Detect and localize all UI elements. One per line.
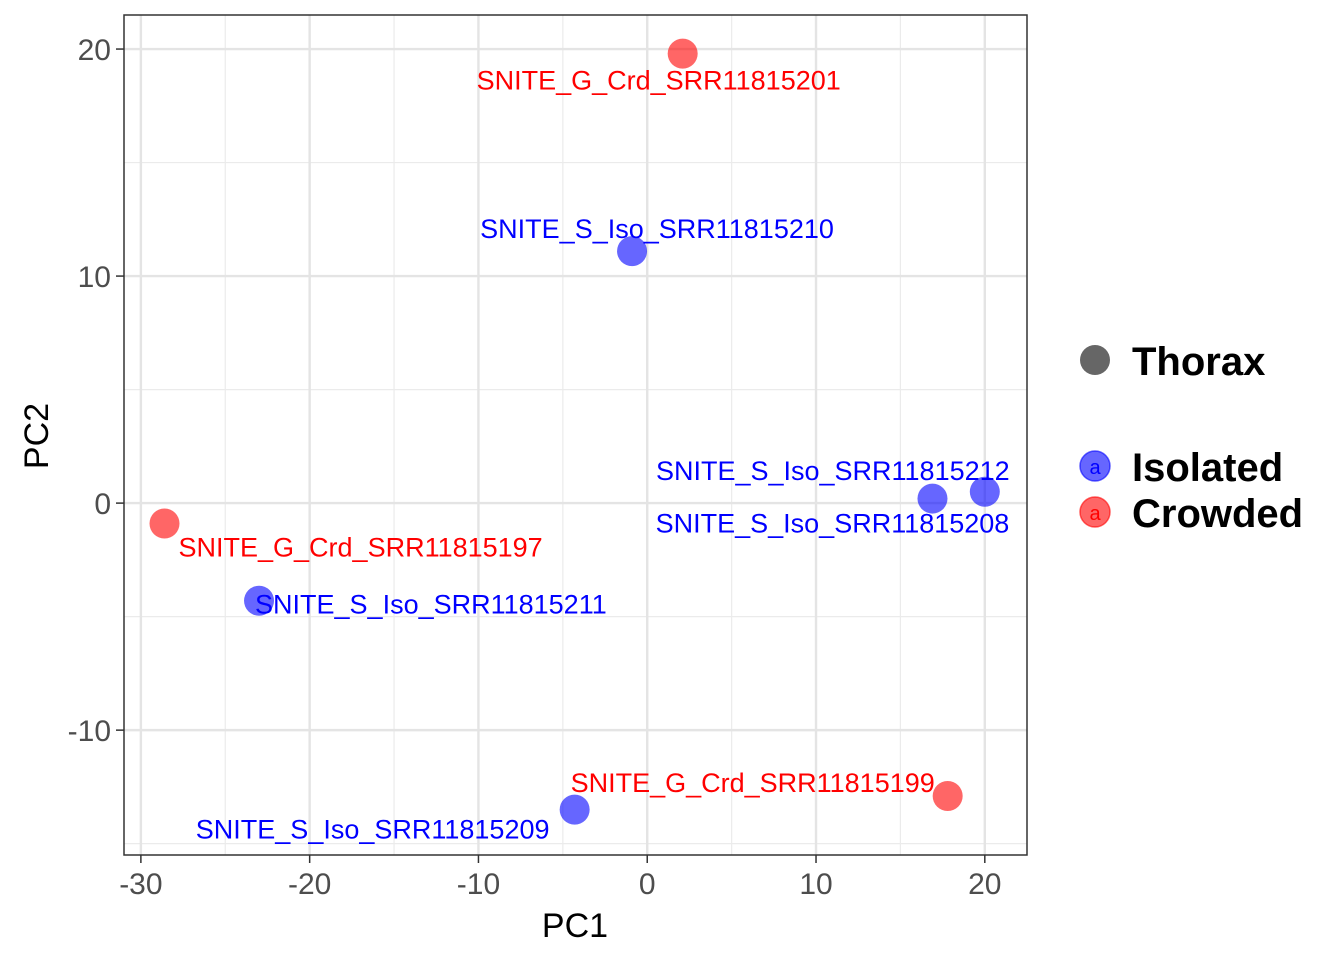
data-point-isolated <box>559 794 590 825</box>
data-point-crowded <box>932 780 963 811</box>
y-tick-label: -10 <box>68 715 111 748</box>
data-point-isolated <box>617 236 648 267</box>
data-point-isolated <box>917 483 948 514</box>
grid-lines <box>124 15 1027 855</box>
point-label: SNITE_S_Iso_SRR11815211 <box>255 590 607 620</box>
point-label: SNITE_S_Iso_SRR11815212 <box>656 456 1010 486</box>
y-tick-label: 10 <box>78 261 111 294</box>
legend-shape-key <box>1080 345 1110 375</box>
point-label: SNITE_S_Iso_SRR11815208 <box>656 509 1010 539</box>
x-tick-label: 0 <box>639 868 656 901</box>
x-tick-label: 20 <box>968 868 1001 901</box>
data-point-isolated <box>244 585 275 616</box>
point-label: SNITE_G_Crd_SRR11815199 <box>571 768 935 798</box>
x-tick-label: -30 <box>119 868 162 901</box>
data-points <box>149 38 1000 825</box>
x-tick-label: 10 <box>799 868 832 901</box>
y-axis-title: PC2 <box>18 403 56 469</box>
point-label: SNITE_G_Crd_SRR11815197 <box>179 533 543 563</box>
legend-label-isolated: Isolated <box>1132 446 1283 490</box>
x-tick-label: -10 <box>457 868 500 901</box>
legend-key-isolated-glyph: a <box>1089 457 1101 479</box>
point-labels: SNITE_G_Crd_SRR11815201 SNITE_S_Iso_SRR11… <box>179 66 1010 845</box>
panel-border <box>123 14 1028 856</box>
data-point-isolated <box>969 476 1000 507</box>
legend-key-crowded <box>1079 496 1111 528</box>
legend: Thorax a Isolated a Crowded <box>1079 340 1303 536</box>
x-axis-title: PC1 <box>542 907 608 945</box>
point-label: SNITE_S_Iso_SRR11815209 <box>196 815 550 845</box>
axis-ticks: -30 -20 -10 0 10 20 -10 0 10 20 <box>68 34 1002 901</box>
point-label: SNITE_S_Iso_SRR11815210 <box>480 214 834 244</box>
legend-label-crowded: Crowded <box>1132 492 1303 536</box>
legend-shape-title: Thorax <box>1132 340 1265 384</box>
legend-key-isolated <box>1079 450 1111 482</box>
data-point-crowded <box>149 508 180 539</box>
point-label: SNITE_G_Crd_SRR11815201 <box>477 66 841 96</box>
y-tick-label: 20 <box>78 34 111 67</box>
data-point-crowded <box>667 38 698 69</box>
legend-key-crowded-glyph: a <box>1089 503 1101 525</box>
y-tick-label: 0 <box>94 488 111 521</box>
x-tick-label: -20 <box>288 868 331 901</box>
